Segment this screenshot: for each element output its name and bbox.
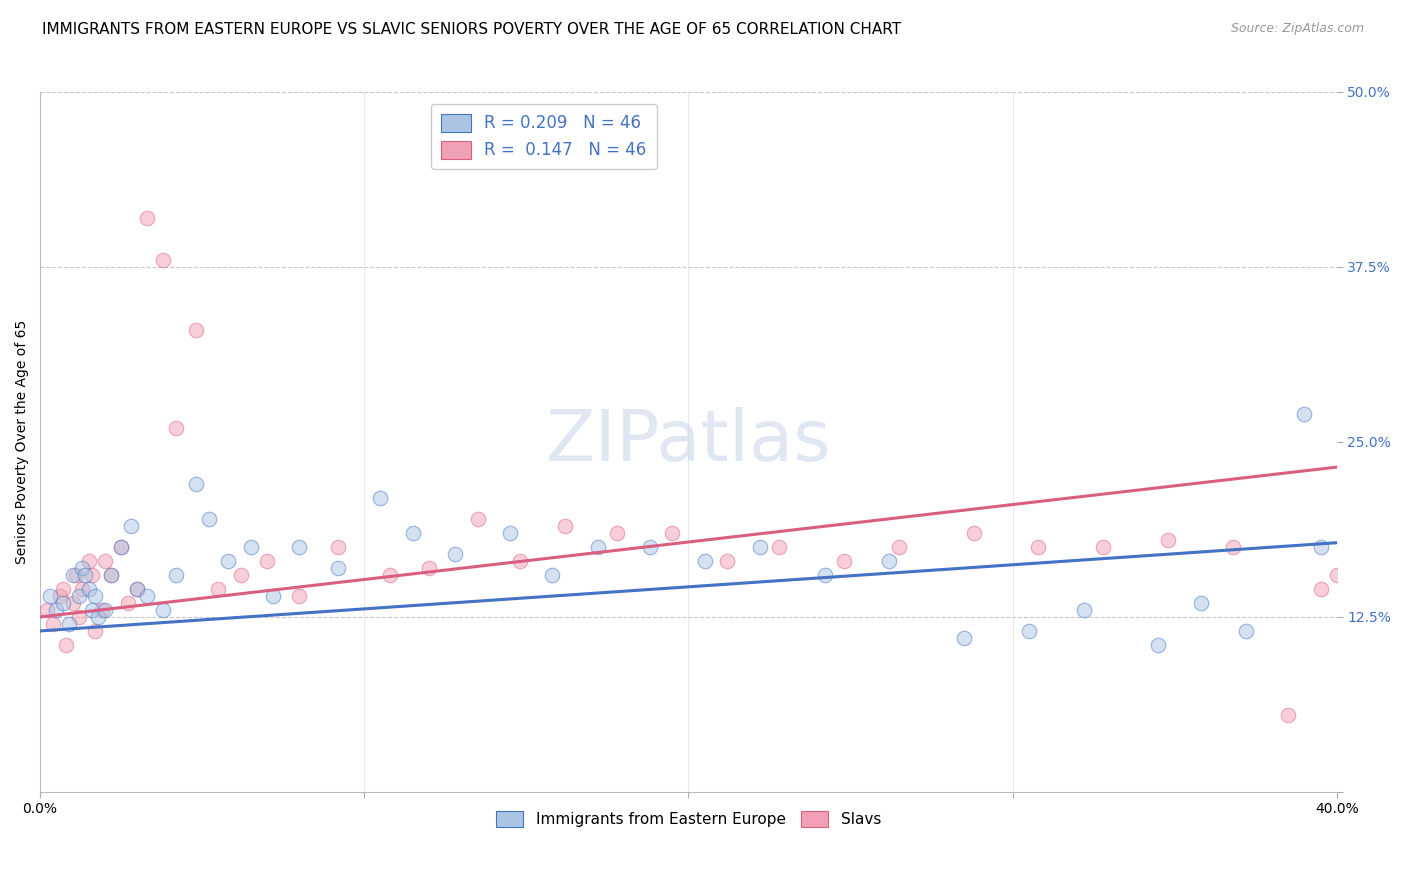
Point (217, 554, 239, 568)
Point (90, 603, 112, 617)
Point (813, 568, 835, 582)
Point (887, 540, 910, 554)
Point (1018, 624, 1040, 638)
Point (65, 568, 87, 582)
Text: Source: ZipAtlas.com: Source: ZipAtlas.com (1230, 22, 1364, 36)
Point (768, 540, 790, 554)
Point (52, 596, 75, 610)
Point (879, 554, 901, 568)
Point (75, 568, 97, 582)
Point (1147, 638, 1170, 652)
Point (328, 561, 350, 575)
Point (117, 596, 139, 610)
Point (184, 477, 207, 491)
Text: ZIPatlas: ZIPatlas (546, 408, 831, 476)
Point (467, 512, 489, 526)
Point (77, 554, 100, 568)
Point (832, 554, 855, 568)
Point (87, 610, 110, 624)
Point (70, 561, 93, 575)
Point (84, 624, 107, 638)
Point (70, 582, 93, 596)
Point (693, 554, 716, 568)
Point (963, 525, 986, 540)
Point (509, 554, 531, 568)
Point (127, 582, 149, 596)
Point (38, 589, 60, 603)
Point (541, 568, 564, 582)
Point (48, 589, 70, 603)
Point (606, 525, 628, 540)
Point (380, 568, 402, 582)
Point (288, 540, 311, 554)
Point (239, 540, 262, 554)
Point (207, 582, 229, 596)
Point (263, 589, 285, 603)
Point (638, 540, 661, 554)
Point (165, 568, 187, 582)
Point (1028, 540, 1050, 554)
Point (499, 525, 522, 540)
Point (1073, 603, 1095, 617)
Point (661, 525, 683, 540)
Point (62, 596, 84, 610)
Point (402, 525, 425, 540)
Text: IMMIGRANTS FROM EASTERN EUROPE VS SLAVIC SENIORS POVERTY OVER THE AGE OF 65 CORR: IMMIGRANTS FROM EASTERN EUROPE VS SLAVIC… (42, 22, 901, 37)
Point (80, 568, 103, 582)
Y-axis label: Seniors Poverty Over the Age of 65: Seniors Poverty Over the Age of 65 (15, 320, 30, 564)
Point (554, 519, 576, 533)
Point (716, 554, 738, 568)
Point (1326, 568, 1348, 582)
Point (370, 491, 392, 505)
Point (1092, 540, 1115, 554)
Point (120, 519, 142, 533)
Point (1309, 582, 1331, 596)
Point (67, 610, 90, 624)
Point (1294, 407, 1316, 421)
Point (444, 547, 467, 561)
Point (328, 540, 350, 554)
Point (152, 252, 174, 267)
Point (1157, 533, 1180, 547)
Point (80, 603, 103, 617)
Point (45, 603, 67, 617)
Point (748, 540, 770, 554)
Point (197, 512, 219, 526)
Point (110, 540, 132, 554)
Point (586, 540, 609, 554)
Point (55, 638, 77, 652)
Point (165, 421, 187, 435)
Point (288, 589, 311, 603)
Point (58, 616, 80, 631)
Point (84, 589, 107, 603)
Point (418, 561, 440, 575)
Point (136, 589, 159, 603)
Point (67, 589, 90, 603)
Point (256, 554, 278, 568)
Point (1309, 540, 1331, 554)
Point (100, 568, 122, 582)
Point (62, 568, 84, 582)
Point (1234, 624, 1257, 638)
Point (136, 211, 159, 225)
Point (152, 603, 174, 617)
Point (953, 631, 976, 645)
Point (94, 603, 117, 617)
Point (229, 568, 252, 582)
Point (1222, 540, 1244, 554)
Point (94, 554, 117, 568)
Point (184, 323, 207, 337)
Point (127, 582, 149, 596)
Legend: Immigrants from Eastern Europe, Slavs: Immigrants from Eastern Europe, Slavs (489, 805, 887, 833)
Point (42, 616, 65, 631)
Point (1277, 708, 1299, 723)
Point (77, 582, 100, 596)
Point (52, 582, 75, 596)
Point (1189, 596, 1212, 610)
Point (35, 603, 58, 617)
Point (100, 568, 122, 582)
Point (110, 540, 132, 554)
